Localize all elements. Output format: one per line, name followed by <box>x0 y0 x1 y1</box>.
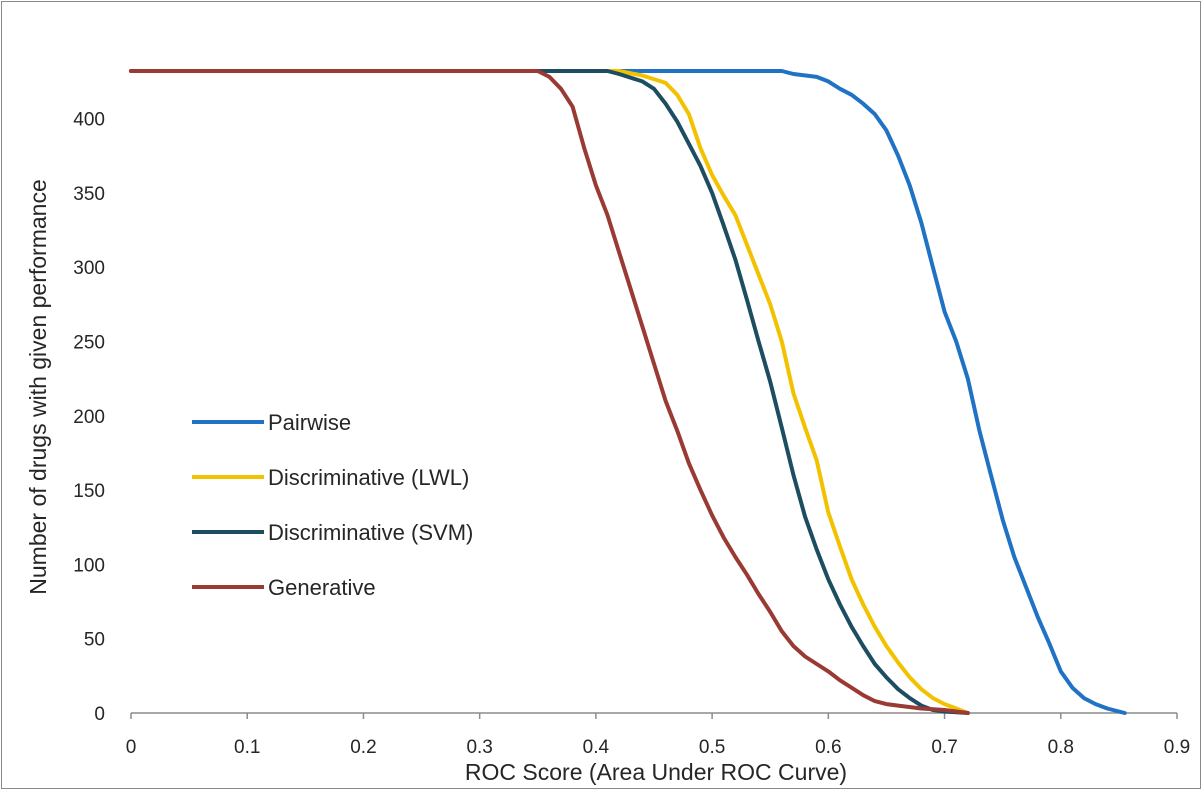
y-tick-label: 400 <box>73 110 105 131</box>
y-tick-label: 350 <box>73 184 105 205</box>
series-line-discriminative-svm <box>129 69 970 715</box>
x-tick-label: 0.3 <box>466 737 492 758</box>
y-tick-label: 250 <box>73 332 105 353</box>
y-axis: 0 50 100 150 200 250 300 350 400 <box>73 110 105 725</box>
series-line-generative <box>129 69 970 715</box>
legend-label: Discriminative (LWL) <box>268 465 469 490</box>
legend-item-pairwise: Pairwise <box>192 410 351 435</box>
series-layer <box>129 69 1127 715</box>
y-tick-label: 0 <box>94 704 105 725</box>
series-line-pairwise <box>129 69 1127 715</box>
x-tick-label: 0.5 <box>699 737 725 758</box>
x-tick-label: 0.2 <box>350 737 376 758</box>
y-tick-label: 150 <box>73 481 105 502</box>
y-tick-label: 50 <box>84 630 105 651</box>
x-tick-label: 0.8 <box>1048 737 1074 758</box>
series-line-discriminative-lwl <box>129 69 970 715</box>
x-tick-label: 0.1 <box>234 737 260 758</box>
x-tick-label: 0.4 <box>583 737 610 758</box>
y-tick-label: 100 <box>73 555 105 576</box>
legend-label: Discriminative (SVM) <box>268 520 473 545</box>
x-axis-title: ROC Score (Area Under ROC Curve) <box>465 759 847 785</box>
legend: Pairwise Discriminative (LWL) Discriminati… <box>192 410 473 600</box>
x-tick-label: 0.7 <box>931 737 957 758</box>
legend-item-discriminative-svm: Discriminative (SVM) <box>192 520 473 545</box>
legend-label: Generative <box>268 575 376 600</box>
x-tick-label: 0.9 <box>1164 737 1190 758</box>
x-tick-label: 0 <box>126 737 137 758</box>
legend-item-generative: Generative <box>192 575 376 600</box>
y-tick-label: 300 <box>73 258 105 279</box>
x-tick-label: 0.6 <box>815 737 841 758</box>
y-tick-label: 200 <box>73 407 105 428</box>
legend-item-discriminative-lwl: Discriminative (LWL) <box>192 465 469 490</box>
y-axis-title: Number of drugs with given performance <box>25 179 51 594</box>
legend-label: Pairwise <box>268 410 351 435</box>
x-axis: 0 0.1 0.2 0.3 0.4 0.5 0.6 0.7 0.8 0.9 <box>126 713 1190 758</box>
